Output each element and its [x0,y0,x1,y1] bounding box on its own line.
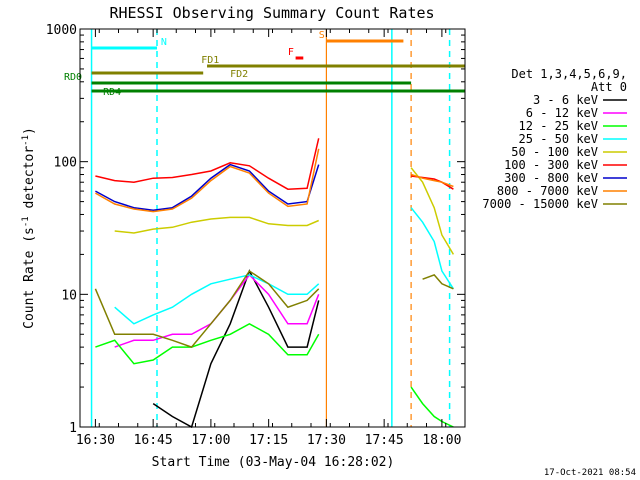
y-axis-label-main: Count Rate (s [22,227,37,329]
x-axis-label: Start Time (03-May-04 16:28:02) [152,455,395,470]
bar-label-f: F [288,47,294,58]
x-tick-label: 18:00 [422,433,461,448]
x-tick-label: 17:45 [365,433,404,448]
y-tick-label: 10 [61,288,77,303]
legend-label: 3 - 6 keV [533,93,598,107]
series-line [410,207,455,290]
bar-label-fd2: FD2 [230,69,248,80]
legend-label: 12 - 25 keV [519,119,598,133]
bar-label-n: N [161,37,167,48]
series-line [94,269,320,348]
y-tick-label: 1000 [46,23,77,38]
legend-header-att: Att 0 [591,80,627,94]
bar-label-fd1: FD1 [201,55,219,66]
legend-label: 6 - 12 keV [526,106,598,120]
series-line [410,386,454,428]
series-line [114,273,320,348]
x-tick-label: 17:15 [249,433,288,448]
series-line [114,216,319,234]
x-tick-label: 16:30 [76,433,115,448]
x-tick-label: 16:45 [134,433,173,448]
series-line [411,175,454,190]
y-axis-label: Count Rate (s-1 detector-1) [21,127,37,329]
plot-frame [79,28,466,428]
legend-label: 7000 - 15000 keV [482,197,598,211]
y-tick-label: 100 [54,156,77,171]
bar-label-rd4: RD4 [103,87,121,98]
legend-label: 100 - 300 keV [504,158,598,172]
y-axis: 1 10 100 1000 [46,23,465,436]
legend-label: 25 - 50 keV [519,132,598,146]
series-line [95,163,320,212]
legend-header: Det 1,3,4,5,6,9, [511,67,627,81]
y-tick-label: 1 [69,421,77,436]
series-line [422,274,454,290]
attenuator-decimator-bars: N S F FD1 FD2 RD0 RD4 [64,30,465,98]
series-line [152,269,320,429]
series-line [95,138,320,190]
bar-label-s: S [319,30,325,41]
y-axis-label-end: ) [22,127,37,135]
series-layer [94,138,455,429]
x-axis: 16:30 16:45 17:00 17:15 17:30 17:45 18:00 [76,29,466,448]
series-line [95,322,320,365]
legend-label: 800 - 7000 keV [497,184,598,198]
series-line [410,173,454,188]
legend-label: 50 - 100 keV [511,145,598,159]
y-axis-label-tail: detector [22,146,37,217]
chart-title: RHESSI Observing Summary Count Rates [109,4,434,22]
legend-label: 300 - 800 keV [504,171,598,185]
y-axis-label-sup2: -1 [21,135,31,146]
x-tick-label: 17:30 [307,433,346,448]
x-tick-label: 17:00 [191,433,230,448]
series-line [114,274,320,325]
background-marks [90,29,451,427]
bar-label-rd0: RD0 [64,72,82,83]
timestamp: 17-Oct-2021 08:54 [544,468,636,478]
y-axis-label-sup1: -1 [21,216,31,227]
series-line [95,148,320,213]
